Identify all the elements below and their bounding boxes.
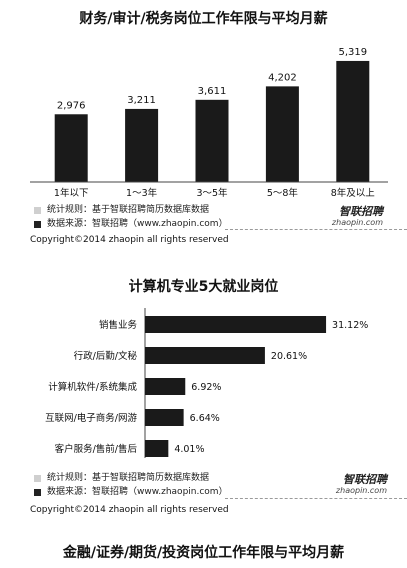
data-label: 2,976 [57, 100, 86, 111]
section2-notes: 统计规则：基于智联招聘简历数据库数据 数据来源：智联招聘（www.zhaopin… [34, 471, 334, 499]
bar [145, 409, 184, 426]
chart1-svg: 2,976 1年以下 3,211 1～3年 3,611 3～5年 4,202 5～8年 5,31… [30, 47, 388, 199]
section1-notes: 统计规则：基于智联招聘简历数据库数据 数据来源：智联招聘（www.zhaopin… [34, 203, 334, 231]
note-source: 数据来源：智联招聘（www.zhaopin.com） [47, 487, 228, 497]
divider [225, 498, 407, 499]
note-rule: 统计规则：基于智联招聘简历数据库数据 [47, 473, 210, 483]
note-rule-row: 统计规则：基于智联招聘简历数据库数据 [34, 471, 334, 485]
brand-name: 智联招聘 [339, 205, 383, 218]
chart2-title: 计算机专业5大就业岗位 [128, 279, 279, 295]
brand-logo: 智联招聘 zhaopin.com [336, 474, 387, 496]
dark-square-icon [34, 220, 41, 228]
data-label: 20.61% [271, 351, 307, 362]
bar [265, 86, 299, 182]
tick-label: 5～8年 [267, 187, 299, 199]
bar [336, 60, 370, 182]
data-label: 6.64% [190, 413, 220, 424]
note-source-row: 数据来源：智联招聘（www.zhaopin.com） [34, 485, 334, 499]
category-label: 互联网/电子商务/网游 [45, 412, 137, 424]
data-label: 31.12% [332, 320, 368, 331]
brand-sub: zhaopin.com [335, 486, 387, 495]
data-label: 4,202 [268, 72, 297, 83]
data-label: 4.01% [174, 444, 204, 455]
data-label: 5,319 [338, 47, 367, 58]
category-label: 计算机软件/系统集成 [48, 381, 137, 393]
bar [145, 347, 265, 364]
bar [54, 114, 88, 182]
tick-label: 1～3年 [126, 187, 158, 199]
category-label: 行政/后勤/文秘 [74, 350, 138, 362]
bar [195, 99, 229, 182]
light-square-icon [34, 474, 41, 482]
bar [145, 316, 327, 333]
chart3-title: 金融/证券/期货/投资岗位工作年限与平均月薪 [62, 545, 345, 561]
tick-label: 1年以下 [54, 187, 89, 199]
bar [145, 440, 169, 457]
note-source: 数据来源：智联招聘（www.zhaopin.com） [47, 219, 228, 229]
chart2-svg: 销售业务 31.12% 行政/后勤/文秘 20.61% 计算机软件/系统集成 6.92% 互… [45, 308, 368, 458]
bar [145, 378, 186, 395]
copyright: Copyright©2014 zhaopin all rights reserv… [30, 505, 229, 515]
note-source-row: 数据来源：智联招聘（www.zhaopin.com） [34, 217, 334, 231]
category-label: 销售业务 [99, 319, 138, 331]
tick-label: 8年及以上 [331, 187, 376, 199]
bar [125, 108, 159, 182]
data-label: 3,211 [127, 95, 156, 106]
copyright: Copyright©2014 zhaopin all rights reserv… [30, 235, 229, 245]
brand-logo: 智联招聘 zhaopin.com [332, 206, 383, 228]
category-label: 客户服务/售前/售后 [55, 443, 138, 455]
brand-sub: zhaopin.com [331, 218, 383, 227]
divider [225, 229, 407, 230]
light-square-icon [34, 206, 41, 214]
note-rule: 统计规则：基于智联招聘简历数据库数据 [47, 205, 210, 215]
tick-label: 3～5年 [196, 187, 228, 199]
data-label: 6.92% [191, 382, 221, 393]
brand-name: 智联招聘 [343, 473, 387, 486]
data-label: 3,611 [198, 86, 227, 97]
chart1-title: 财务/审计/税务岗位工作年限与平均月薪 [79, 11, 328, 27]
dark-square-icon [34, 488, 41, 496]
note-rule-row: 统计规则：基于智联招聘简历数据库数据 [34, 203, 334, 217]
